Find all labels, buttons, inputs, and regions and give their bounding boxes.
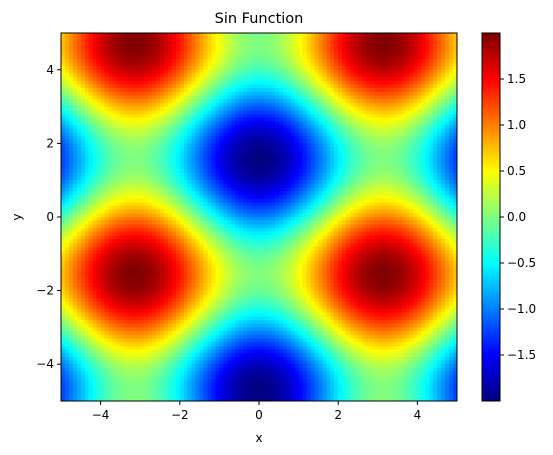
- x-tick-label: −2: [171, 408, 189, 422]
- colorbar-tick-label: 0.0: [507, 210, 526, 224]
- colorbar-tick-label: −1.0: [507, 302, 536, 316]
- heatmap-image: [61, 33, 457, 401]
- y-axis: −4 −2 0 2 4: [36, 63, 61, 371]
- x-axis-label: x: [255, 431, 262, 445]
- colorbar-tick-label: −0.5: [507, 256, 536, 270]
- y-tick-label: −4: [36, 357, 54, 371]
- chart-title: Sin Function: [215, 11, 304, 27]
- y-tick-label: −2: [36, 284, 54, 298]
- colorbar-tick-label: −1.5: [507, 348, 536, 362]
- x-tick-label: −4: [92, 408, 110, 422]
- colorbar-gradient: [482, 33, 500, 401]
- y-tick-label: 0: [46, 210, 54, 224]
- x-tick-label: 0: [255, 408, 263, 422]
- colorbar: 1.5 1.0 0.5 0.0 −0.5 −1.0 −1.5: [481, 32, 536, 402]
- colorbar-tick-label: 0.5: [507, 164, 526, 178]
- colorbar-tick-label: 1.0: [507, 118, 526, 132]
- colorbar-tick-label: 1.5: [507, 72, 526, 86]
- x-tick-label: 4: [414, 408, 422, 422]
- y-tick-label: 4: [46, 63, 54, 77]
- plot-area: [60, 32, 458, 402]
- x-axis: −4 −2 0 2 4: [92, 401, 421, 422]
- colorbar-ticks: 1.5 1.0 0.5 0.0 −0.5 −1.0 −1.5: [500, 72, 536, 362]
- y-axis-label: y: [10, 213, 24, 220]
- y-tick-label: 2: [46, 136, 54, 150]
- x-tick-label: 2: [334, 408, 342, 422]
